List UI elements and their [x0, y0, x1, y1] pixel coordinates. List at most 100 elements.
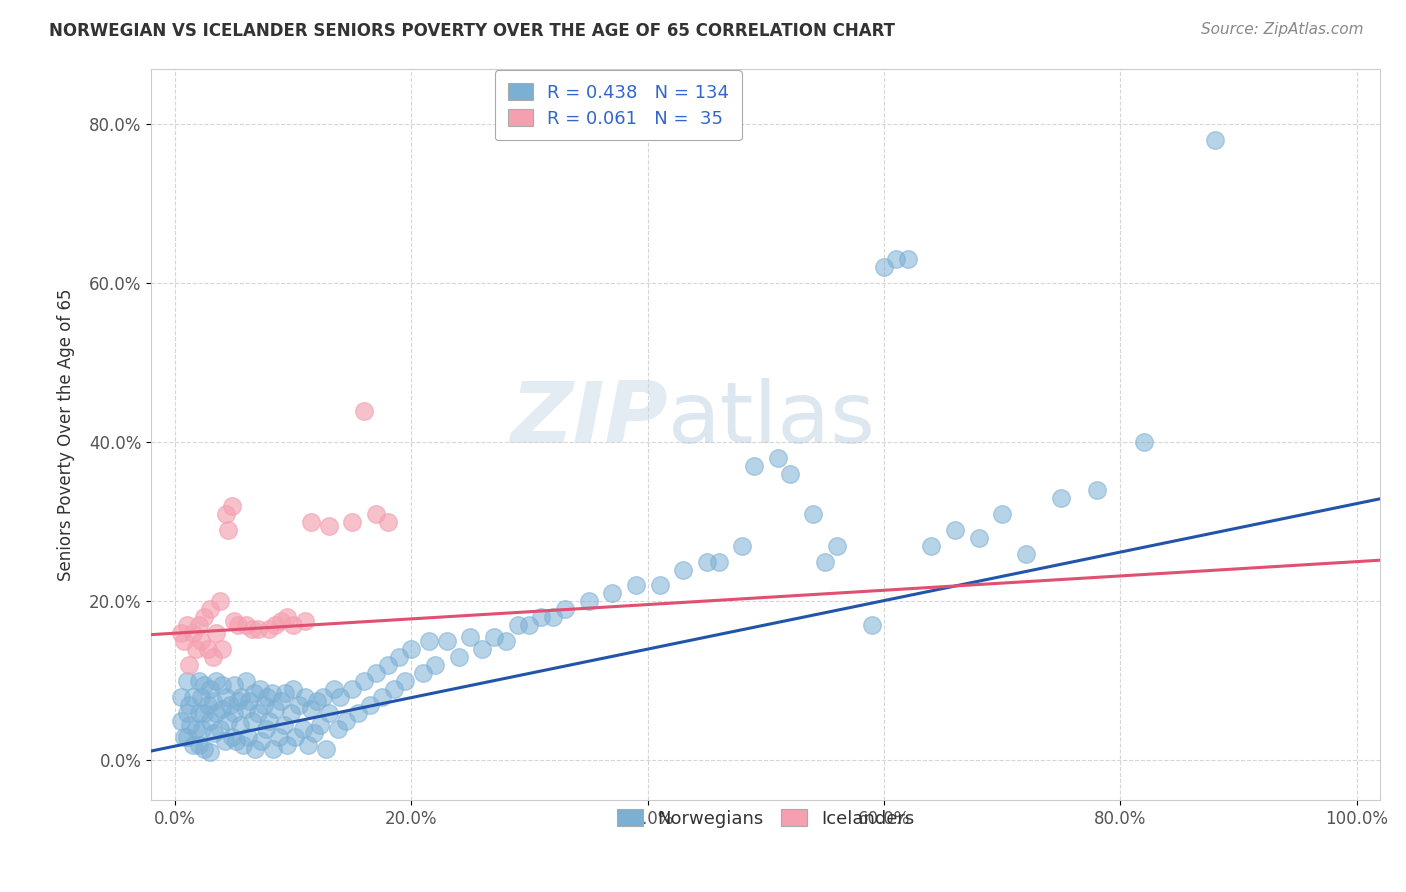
- Point: [624, 578, 647, 592]
- Point: [259, 714, 281, 728]
- Point: [197, 642, 219, 657]
- Point: [260, 686, 283, 700]
- Point: [943, 523, 966, 537]
- Point: [991, 507, 1014, 521]
- Point: [187, 738, 209, 752]
- Point: [191, 722, 214, 736]
- Point: [176, 673, 198, 688]
- Point: [297, 738, 319, 752]
- Point: [353, 673, 375, 688]
- Point: [276, 738, 298, 752]
- Point: [246, 706, 269, 720]
- Point: [284, 730, 307, 744]
- Point: [766, 451, 789, 466]
- Point: [270, 614, 292, 628]
- Point: [311, 690, 333, 704]
- Point: [259, 622, 281, 636]
- Point: [222, 678, 245, 692]
- Point: [235, 673, 257, 688]
- Point: [179, 698, 201, 712]
- Point: [181, 738, 204, 752]
- Point: [401, 642, 423, 657]
- Point: [801, 507, 824, 521]
- Point: [176, 730, 198, 744]
- Point: [471, 642, 494, 657]
- Point: [519, 618, 541, 632]
- Point: [412, 665, 434, 680]
- Point: [211, 678, 233, 692]
- Point: [222, 614, 245, 628]
- Point: [541, 610, 564, 624]
- Point: [256, 690, 278, 704]
- Point: [190, 634, 212, 648]
- Point: [707, 555, 730, 569]
- Point: [264, 702, 287, 716]
- Point: [222, 706, 245, 720]
- Point: [318, 706, 340, 720]
- Point: [187, 706, 209, 720]
- Point: [252, 698, 274, 712]
- Point: [600, 586, 623, 600]
- Point: [1204, 133, 1226, 147]
- Point: [226, 694, 249, 708]
- Point: [1015, 547, 1038, 561]
- Point: [377, 515, 399, 529]
- Point: [215, 507, 238, 521]
- Point: [967, 531, 990, 545]
- Point: [371, 690, 394, 704]
- Point: [226, 618, 249, 632]
- Point: [186, 722, 208, 736]
- Point: [299, 702, 322, 716]
- Point: [181, 626, 204, 640]
- Point: [342, 681, 364, 696]
- Point: [294, 690, 316, 704]
- Point: [299, 515, 322, 529]
- Point: [696, 555, 718, 569]
- Point: [187, 673, 209, 688]
- Point: [205, 626, 228, 640]
- Point: [208, 594, 231, 608]
- Point: [364, 507, 387, 521]
- Point: [201, 694, 224, 708]
- Point: [170, 690, 193, 704]
- Point: [779, 467, 801, 482]
- Point: [235, 702, 257, 716]
- Point: [347, 706, 370, 720]
- Point: [460, 630, 482, 644]
- Point: [270, 694, 292, 708]
- Point: [193, 706, 215, 720]
- Point: [215, 690, 238, 704]
- Point: [240, 622, 263, 636]
- Point: [219, 698, 242, 712]
- Point: [249, 681, 271, 696]
- Point: [394, 673, 416, 688]
- Point: [170, 714, 193, 728]
- Point: [291, 722, 314, 736]
- Point: [262, 741, 284, 756]
- Point: [200, 681, 222, 696]
- Point: [211, 642, 233, 657]
- Point: [245, 741, 267, 756]
- Point: [179, 658, 201, 673]
- Point: [176, 618, 198, 632]
- Point: [825, 539, 848, 553]
- Point: [205, 706, 228, 720]
- Point: [240, 714, 263, 728]
- Point: [359, 698, 381, 712]
- Point: [554, 602, 576, 616]
- Point: [202, 725, 225, 739]
- Point: [281, 681, 304, 696]
- Point: [884, 252, 907, 267]
- Point: [388, 650, 411, 665]
- Point: [318, 518, 340, 533]
- Point: [323, 681, 346, 696]
- Point: [243, 686, 266, 700]
- Point: [335, 714, 357, 728]
- Point: [382, 681, 405, 696]
- Point: [418, 634, 440, 648]
- Point: [280, 706, 302, 720]
- Point: [235, 618, 257, 632]
- Point: [238, 730, 260, 744]
- Point: [897, 252, 920, 267]
- Point: [208, 722, 231, 736]
